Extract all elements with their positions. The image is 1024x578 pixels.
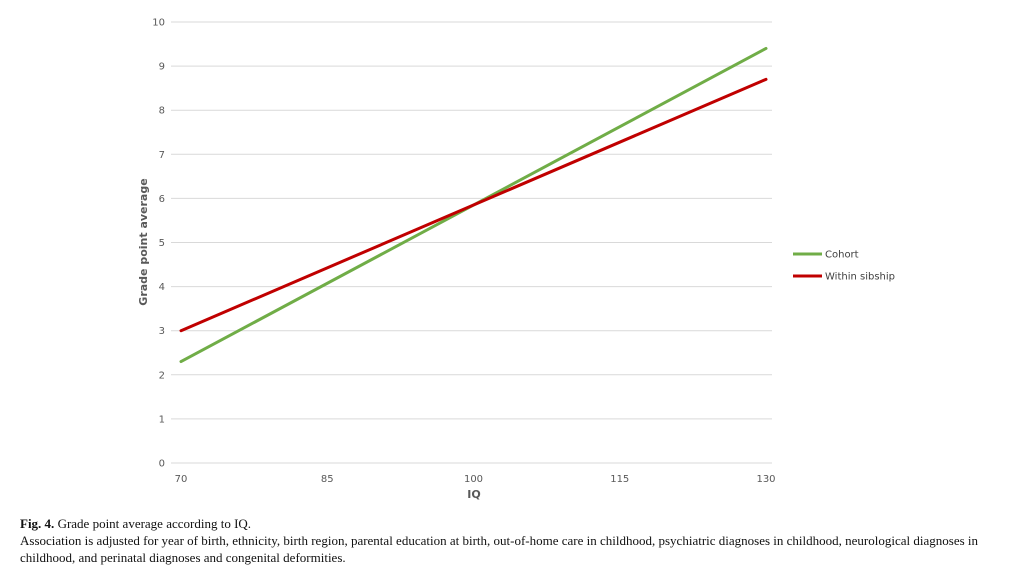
x-tick-label: 115 [610, 474, 629, 485]
y-tick-label: 0 [159, 459, 165, 470]
y-tick-label: 7 [159, 150, 165, 161]
figure-label: Fig. 4. [20, 516, 55, 531]
y-tick-label: 8 [159, 106, 165, 117]
series-line-1 [179, 77, 768, 333]
y-tick-label: 3 [159, 326, 165, 337]
x-tick-labels: 70 85 100 115 130 [175, 474, 776, 485]
figure-caption: Fig. 4. Grade point average according to… [20, 515, 1010, 566]
figure-title: Grade point average according to IQ. [57, 516, 252, 531]
y-tick-label: 9 [159, 62, 165, 73]
y-axis-title: Grade point average [137, 178, 150, 305]
y-tick-label: 5 [159, 238, 165, 249]
legend-label: Cohort [825, 250, 859, 261]
legend: Cohort Within sibship [793, 250, 895, 283]
y-tick-label: 1 [159, 414, 165, 425]
x-tick-label: 70 [175, 474, 188, 485]
series-lines [179, 46, 768, 364]
legend-label: Within sibship [825, 272, 895, 283]
x-tick-label: 85 [321, 474, 334, 485]
y-tick-label: 6 [159, 194, 165, 205]
y-tick-labels: 0 1 2 3 4 5 6 7 8 9 10 [152, 18, 165, 470]
x-tick-label: 130 [756, 474, 775, 485]
figure-description: Association is adjusted for year of birt… [20, 533, 979, 565]
x-axis-title: IQ [467, 488, 480, 501]
y-tick-label: 10 [152, 18, 165, 29]
gridlines [171, 21, 772, 464]
y-tick-label: 4 [159, 282, 165, 293]
x-tick-label: 100 [464, 474, 483, 485]
y-tick-label: 2 [159, 370, 165, 381]
chart: 0 1 2 3 4 5 6 7 8 9 10 70 85 100 115 130 IQ Grade poin… [137, 18, 895, 502]
